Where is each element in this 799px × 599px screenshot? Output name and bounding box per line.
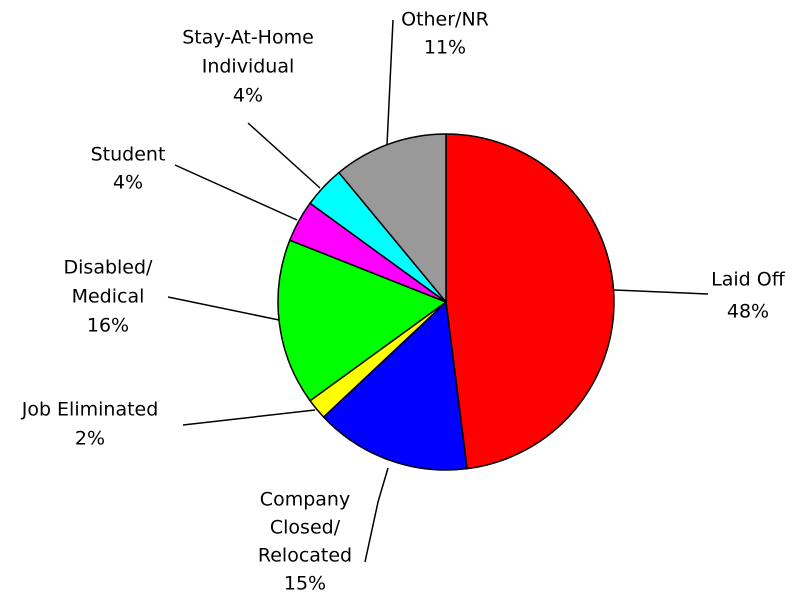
- value-label: 48%: [727, 301, 769, 323]
- pie-slice: [337, 133, 447, 305]
- pie-slice: [277, 239, 448, 402]
- slice-label: Job Eliminated: [21, 399, 159, 421]
- value-label: 4%: [233, 85, 263, 107]
- value-label: 11%: [424, 37, 466, 59]
- pie-slice: [445, 133, 615, 470]
- leader-line: [182, 409, 316, 426]
- slice-label: Relocated: [258, 545, 352, 567]
- leader-line: [364, 467, 389, 563]
- slice-label: Medical: [72, 286, 145, 308]
- pie-slice: [322, 300, 468, 471]
- slice-label: Laid Off: [711, 269, 786, 291]
- slice-label: Stay-At-Home: [182, 27, 314, 49]
- slice-label: Disabled/: [64, 257, 154, 279]
- slice-label: Other/NR: [401, 9, 489, 31]
- slice-label: Individual: [202, 56, 295, 78]
- leader-line: [167, 296, 280, 321]
- leader-line: [174, 164, 298, 221]
- slice-label: Student: [91, 144, 166, 166]
- value-label: 2%: [75, 428, 105, 450]
- slice-label: Closed/: [270, 517, 341, 539]
- leader-line: [386, 19, 394, 146]
- value-label: 16%: [87, 315, 129, 337]
- leader-line: [613, 289, 709, 295]
- slice-label: Company: [260, 489, 350, 511]
- value-label: 4%: [113, 172, 143, 194]
- leader-line: [247, 122, 321, 189]
- value-label: 15%: [284, 573, 326, 595]
